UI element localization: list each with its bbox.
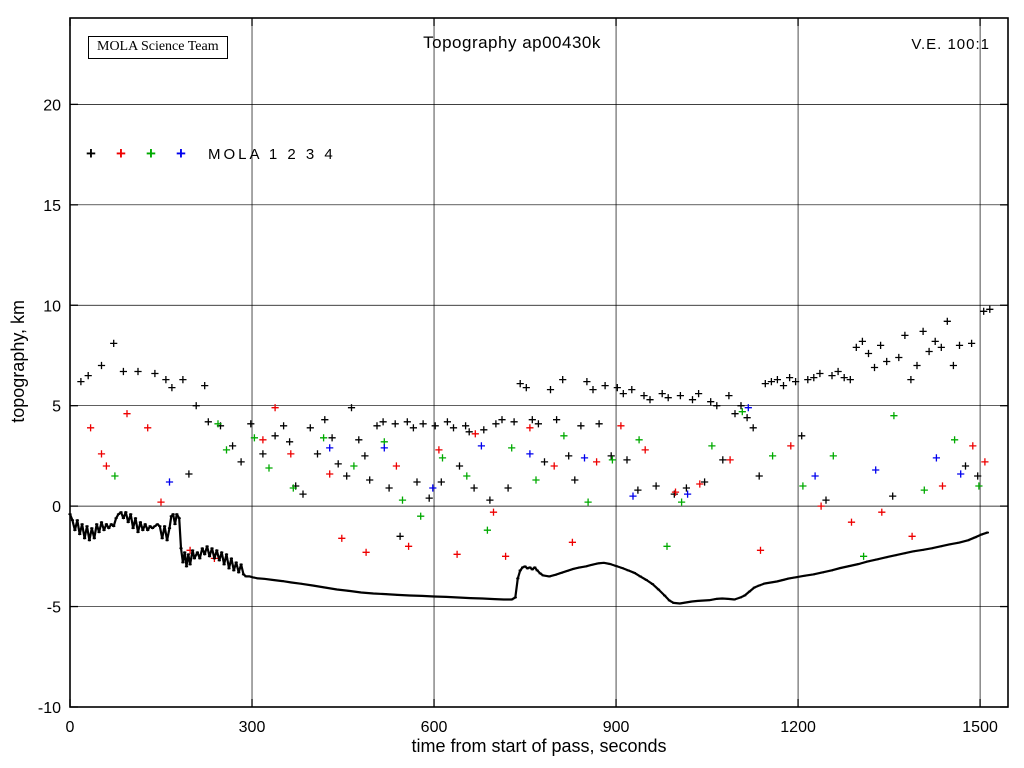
y-tick-label: 20 <box>43 97 61 114</box>
grid-lines <box>70 18 1008 707</box>
x-axis-title: time from start of pass, seconds <box>411 736 667 756</box>
y-tick-label: 0 <box>52 499 61 516</box>
axis-ticks <box>69 18 1008 708</box>
x-tick-label: 900 <box>603 719 630 736</box>
legend: + + + + MOLA 1 2 3 4 <box>86 144 336 164</box>
profile-line <box>68 511 989 605</box>
y-tick-label: 10 <box>43 298 61 315</box>
x-tick-label: 1200 <box>780 719 816 736</box>
y-tick-label: 5 <box>52 399 61 416</box>
y-tick-label: 15 <box>43 198 61 215</box>
x-tick-label: 0 <box>66 719 75 736</box>
legend-plus-icon: + <box>116 144 126 163</box>
y-tick-label: -10 <box>38 700 61 717</box>
legend-plus-icon: + <box>86 144 96 163</box>
legend-plus-icon: + <box>146 144 156 163</box>
plot-frame <box>69 17 1009 708</box>
x-tick-label: 300 <box>239 719 266 736</box>
x-tick-label: 1500 <box>962 719 998 736</box>
mola-science-team-box: MOLA Science Team <box>88 36 228 59</box>
tick-labels: 0 300 600 900 1200 1500 -10 -5 0 5 10 15 20 <box>38 97 998 736</box>
legend-plus-icon: + <box>176 144 186 163</box>
legend-label: MOLA 1 2 3 4 <box>208 145 336 163</box>
x-tick-label: 600 <box>421 719 448 736</box>
scatter-series <box>77 305 994 562</box>
vertical-exaggeration-label: V.E. 100:1 <box>911 36 990 53</box>
y-tick-label: -5 <box>47 600 61 617</box>
plot-title: Topography ap00430k <box>423 33 601 52</box>
y-axis-title: topography, km <box>8 300 28 423</box>
